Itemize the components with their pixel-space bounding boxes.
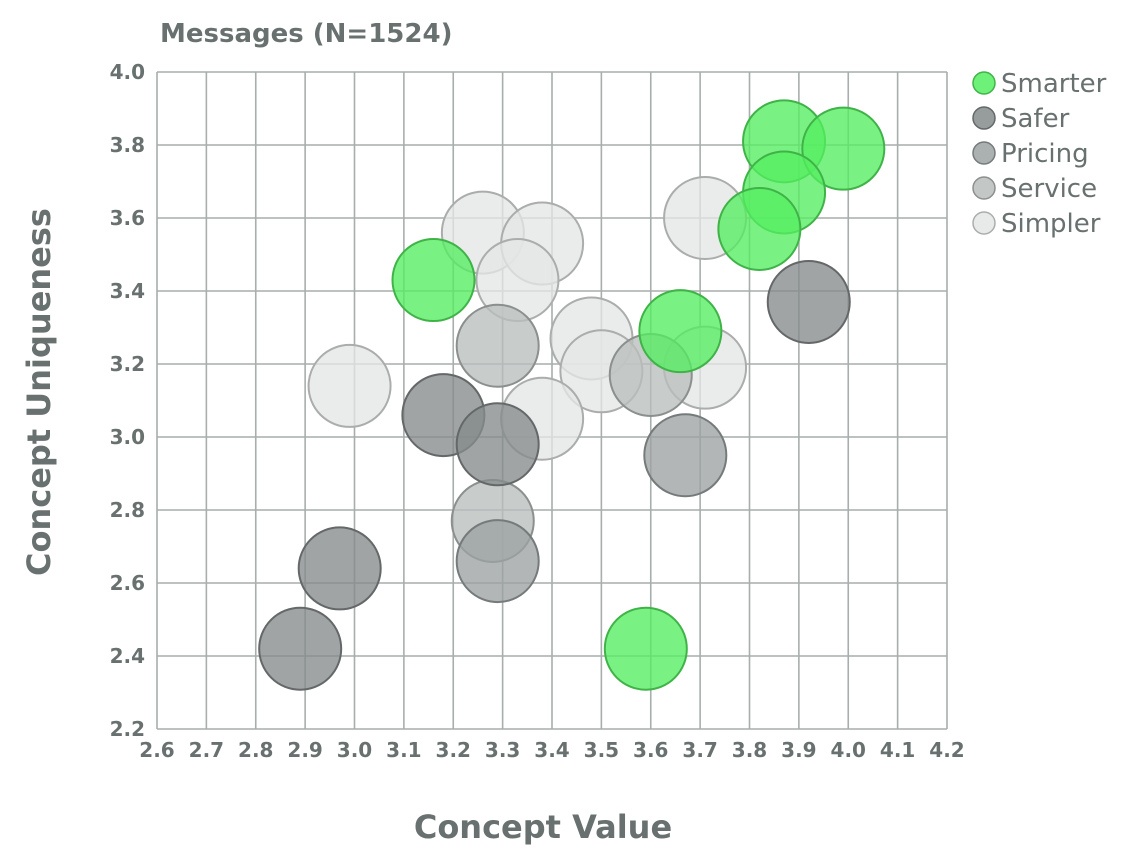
x-axis-label: Concept Value xyxy=(414,808,672,846)
x-axis-ticks: 2.6 2.7 2.8 2.9 3.0 3.1 3.2 3.3 3.4 3.5 3.6 3.7 3.8 3… xyxy=(139,738,964,762)
y-tick-label: 3.2 xyxy=(110,352,145,376)
y-tick-label: 3.0 xyxy=(110,425,145,449)
legend-label-smarter: Smarter xyxy=(1001,69,1107,99)
x-tick-label: 3.5 xyxy=(584,738,619,762)
x-tick-label: 4.1 xyxy=(880,738,915,762)
y-tick-label: 3.8 xyxy=(110,133,145,157)
legend-label-safer: Safer xyxy=(1001,104,1070,134)
bubble-pricing xyxy=(455,519,540,604)
bubble-simpler xyxy=(307,343,392,428)
x-tick-label: 3.9 xyxy=(781,738,816,762)
legend-marker-smarter xyxy=(972,71,996,95)
bubble-pricing xyxy=(643,413,728,498)
x-tick-label: 3.7 xyxy=(682,738,717,762)
x-tick-label: 2.9 xyxy=(287,738,322,762)
bubble-safer xyxy=(258,606,343,691)
x-tick-label: 3.0 xyxy=(337,738,372,762)
chart-title: Messages (N=1524) xyxy=(160,19,452,49)
bubble-smarter xyxy=(801,106,886,191)
bubble-smarter xyxy=(603,606,688,691)
bubble-safer xyxy=(766,259,851,344)
x-tick-label: 3.4 xyxy=(534,738,569,762)
legend-label-pricing: Pricing xyxy=(1001,139,1089,169)
y-axis-ticks: 2.2 2.4 2.6 2.8 3.0 3.2 3.4 3.6 3.8 4.0 xyxy=(110,60,145,741)
bubble-smarter xyxy=(638,289,723,374)
y-axis-label: Concept Uniqueness xyxy=(20,208,58,576)
legend-label-simpler: Simpler xyxy=(1001,209,1101,239)
legend-marker-simpler xyxy=(972,211,996,235)
legend-marker-safer xyxy=(972,106,996,130)
y-tick-label: 2.8 xyxy=(110,498,145,522)
legend-marker-pricing xyxy=(972,141,996,165)
x-tick-label: 3.1 xyxy=(386,738,421,762)
y-tick-label: 3.6 xyxy=(110,206,145,230)
x-tick-label: 3.2 xyxy=(436,738,471,762)
y-tick-label: 2.4 xyxy=(110,644,145,668)
x-tick-label: 2.6 xyxy=(139,738,174,762)
bubble-safer xyxy=(455,402,540,487)
bubble-service xyxy=(455,303,540,388)
y-tick-label: 2.2 xyxy=(110,717,145,741)
legend-label-service: Service xyxy=(1001,174,1097,204)
x-tick-label: 4.0 xyxy=(831,738,866,762)
x-tick-label: 3.3 xyxy=(485,738,520,762)
bubble-smarter xyxy=(717,186,802,271)
y-tick-label: 4.0 xyxy=(110,60,145,84)
bubbles xyxy=(258,99,886,691)
y-tick-label: 2.6 xyxy=(110,571,145,595)
bubble-safer xyxy=(297,526,382,611)
bubble-smarter xyxy=(391,238,476,323)
legend-marker-service xyxy=(972,176,996,200)
x-tick-label: 3.6 xyxy=(633,738,668,762)
y-tick-label: 3.4 xyxy=(110,279,145,303)
x-tick-label: 2.8 xyxy=(238,738,273,762)
x-tick-label: 3.8 xyxy=(732,738,767,762)
x-tick-label: 4.2 xyxy=(929,738,964,762)
x-tick-label: 2.7 xyxy=(189,738,224,762)
legend: Smarter Safer Pricing Service Simpler xyxy=(972,69,1107,239)
